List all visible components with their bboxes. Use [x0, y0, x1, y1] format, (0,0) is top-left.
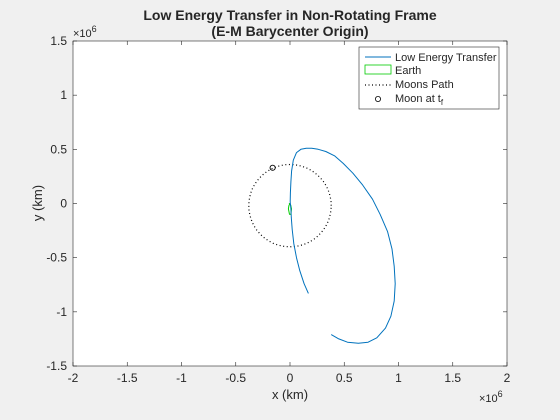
legend-label-moon-path: Moons Path — [395, 79, 454, 91]
x-tick-label: -2 — [68, 371, 79, 385]
y-tick-label: 1 — [60, 88, 67, 102]
x-axis-multiplier: ×106 — [479, 389, 503, 405]
legend-label-transfer: Low Energy Transfer — [395, 52, 497, 64]
y-axis-ticks: -1.5 -1 -0.5 0 0.5 1 1.5 — [46, 34, 507, 373]
x-axis-label: x (km) — [272, 387, 308, 402]
x-tick-label: -0.5 — [225, 371, 246, 385]
y-multiplier-base: ×10 — [73, 28, 92, 40]
moon-at-tf-marker — [269, 164, 276, 171]
chart-title-line-1: Low Energy Transfer in Non-Rotating Fram… — [143, 7, 436, 23]
y-tick-label: 0 — [60, 197, 67, 211]
y-axis-multiplier: ×106 — [73, 24, 97, 40]
plot-content — [248, 147, 396, 344]
axes-box — [72, 40, 508, 367]
x-multiplier-exponent: 6 — [498, 389, 503, 399]
x-axis-ticks: -2 -1.5 -1 -0.5 0 0.5 1 1.5 2 — [68, 41, 511, 385]
x-tick-label: 0 — [287, 371, 294, 385]
chart-title-line-2: (E-M Barycenter Origin) — [211, 23, 368, 39]
x-tick-label: 1 — [395, 371, 402, 385]
x-tick-label: -1 — [176, 371, 187, 385]
svg-text:×106: ×106 — [479, 389, 503, 405]
x-tick-label: 1.5 — [444, 371, 461, 385]
series-low-energy-transfer — [289, 147, 396, 344]
y-multiplier-exponent: 6 — [92, 24, 97, 34]
y-axis-label: y (km) — [30, 185, 45, 221]
y-tick-label: -0.5 — [46, 251, 67, 265]
x-tick-label: 2 — [504, 371, 511, 385]
legend-swatch-moon — [374, 96, 381, 103]
legend-label-moon: Moon at tf — [395, 93, 444, 107]
legend-label-earth: Earth — [395, 65, 421, 77]
x-tick-label: 0.5 — [336, 371, 353, 385]
legend-label-moon-subscript: f — [441, 98, 444, 107]
legend: Low Energy Transfer Earth Moons Path Moo… — [358, 46, 500, 110]
y-tick-label: -1 — [56, 305, 67, 319]
legend-label-moon-main: Moon at t — [395, 93, 441, 105]
x-tick-label: -1.5 — [117, 371, 138, 385]
x-multiplier-base: ×10 — [479, 393, 498, 405]
y-tick-label: -1.5 — [46, 359, 67, 373]
legend-swatch-earth — [364, 64, 392, 75]
y-tick-label: 0.5 — [50, 142, 67, 156]
y-tick-label: 1.5 — [50, 34, 67, 48]
svg-text:×106: ×106 — [73, 24, 97, 40]
